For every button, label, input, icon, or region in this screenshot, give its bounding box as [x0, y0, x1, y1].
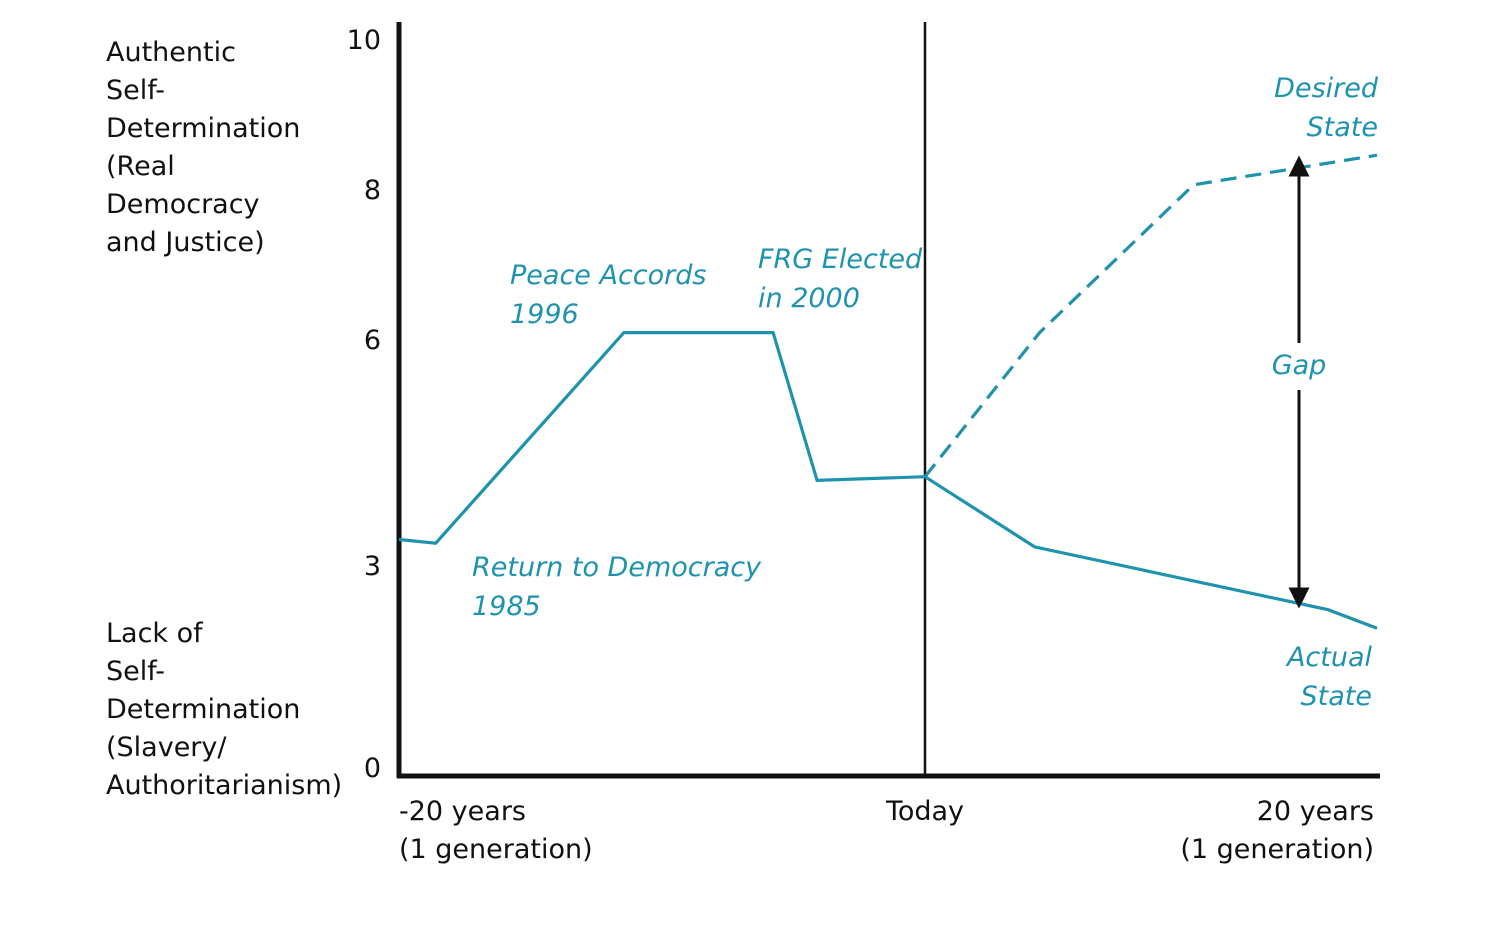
annotation-frg: FRG Elected in 2000	[758, 244, 923, 314]
series-actual-state	[398, 331, 1378, 630]
annotation-gap: Gap	[1272, 350, 1327, 381]
y-tick-label: 10	[347, 25, 381, 56]
annotation-desired: Desired State	[1274, 73, 1379, 143]
annotation-actual-line: Actual	[1285, 642, 1373, 673]
y-label-top: Authentic Self- Determination (Real Democrac…	[106, 37, 300, 258]
y-label-top-line: Authentic	[106, 37, 236, 68]
annotation-peace: Peace Accords 1996	[510, 260, 706, 330]
x-tick-label-line: Today	[885, 796, 964, 827]
annotation-peace-line: 1996	[510, 299, 579, 330]
y-label-top-line: and Justice)	[106, 227, 265, 258]
annotation-desired-line: Desired	[1274, 73, 1379, 104]
y-label-bottom-line: Self-	[106, 656, 165, 687]
y-label-top-line: (Real	[106, 151, 175, 182]
annotation-frg-line: in 2000	[758, 283, 860, 314]
annotation-return-line: Return to Democracy	[472, 552, 762, 583]
annotation-return: Return to Democracy 1985	[472, 552, 762, 622]
y-tick-label: 0	[364, 753, 381, 784]
x-tick-label: Today	[885, 796, 964, 827]
x-tick-label-line: -20 years	[399, 796, 526, 827]
x-tick-label-line: (1 generation)	[1180, 834, 1374, 865]
y-label-top-line: Self-	[106, 75, 165, 106]
y-label-top-line: Determination	[106, 113, 300, 144]
x-tick-label-line: (1 generation)	[399, 834, 593, 865]
annotation-peace-line: Peace Accords	[510, 260, 706, 291]
x-tick-label-line: 20 years	[1257, 796, 1374, 827]
y-label-bottom-line: (Slavery/	[106, 732, 227, 763]
y-label-bottom-line: Determination	[106, 694, 300, 725]
annotation-desired-line: State	[1307, 112, 1378, 143]
y-label-bottom-line: Authoritarianism)	[106, 770, 342, 801]
series-desired-state	[923, 153, 1378, 478]
annotation-frg-line: FRG Elected	[758, 244, 923, 275]
annotation-actual-line: State	[1301, 681, 1372, 712]
y-label-bottom-line: Lack of	[106, 618, 204, 649]
y-tick-label: 6	[364, 325, 381, 356]
y-tick-label: 8	[364, 175, 381, 206]
annotation-return-line: 1985	[472, 591, 541, 622]
x-tick-label: -20 years (1 generation)	[399, 796, 593, 865]
annotation-gap-line: Gap	[1272, 350, 1327, 381]
x-tick-label: 20 years (1 generation)	[1180, 796, 1374, 865]
y-label-top-line: Democracy	[106, 189, 260, 220]
y-label-bottom: Lack of Self- Determination (Slavery/Author…	[106, 618, 342, 801]
y-tick-label: 3	[364, 551, 381, 582]
annotation-actual: Actual State	[1285, 642, 1373, 712]
